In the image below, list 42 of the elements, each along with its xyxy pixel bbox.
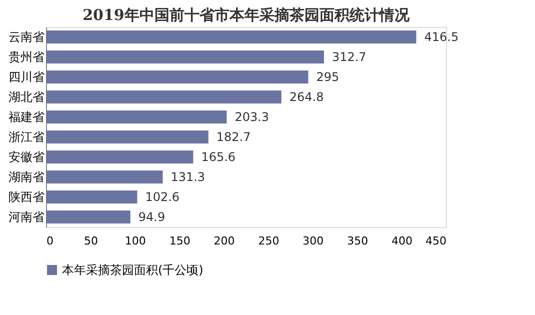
data-label: 131.3 [170, 170, 206, 184]
chart-title: 2019年中国前十省市本年采摘茶园面积统计情况 [82, 6, 410, 24]
bar [46, 170, 163, 184]
y-tick-label: 云南省 [8, 30, 44, 44]
bar [46, 110, 227, 124]
data-label: 203.3 [234, 110, 270, 124]
y-tick-label: 贵州省 [8, 50, 44, 64]
y-tick-label: 河南省 [8, 210, 44, 224]
bar [46, 210, 130, 224]
bar [46, 30, 416, 44]
y-tick-label: 湖北省 [8, 90, 44, 104]
x-tick-label: 150 [169, 234, 190, 248]
bar [46, 190, 138, 204]
x-tick-label: 450 [426, 234, 446, 248]
bar [46, 70, 308, 84]
bar [46, 90, 282, 104]
y-tick-label: 福建省 [8, 110, 44, 124]
data-label: 295 [316, 70, 340, 84]
data-label: 264.8 [289, 90, 324, 104]
bar [46, 150, 194, 164]
y-tick-label: 陕西省 [8, 190, 44, 204]
x-tick-label: 200 [214, 234, 235, 248]
y-tick-label: 湖南省 [8, 170, 44, 184]
x-tick-label: 400 [392, 234, 413, 248]
data-label: 312.7 [332, 50, 366, 64]
data-label: 102.6 [145, 190, 180, 204]
legend-label: 本年采摘茶园面积(千公顷) [62, 263, 204, 277]
bar [46, 130, 208, 144]
x-tick-label: 100 [124, 234, 146, 248]
y-tick-label: 四川省 [8, 70, 44, 84]
x-tick-label: 0 [46, 234, 54, 248]
x-tick-label: 300 [302, 234, 324, 248]
x-tick-label: 350 [347, 234, 368, 248]
data-label: 416.5 [424, 30, 459, 44]
x-tick-label: 50 [84, 234, 98, 248]
y-tick-label: 安徽省 [8, 150, 44, 164]
y-tick-label: 浙江省 [8, 130, 44, 144]
data-label: 165.6 [201, 150, 236, 164]
bar [46, 50, 324, 64]
x-tick-label: 250 [258, 234, 280, 248]
data-label: 182.7 [216, 130, 251, 144]
data-label: 94.9 [138, 210, 166, 224]
